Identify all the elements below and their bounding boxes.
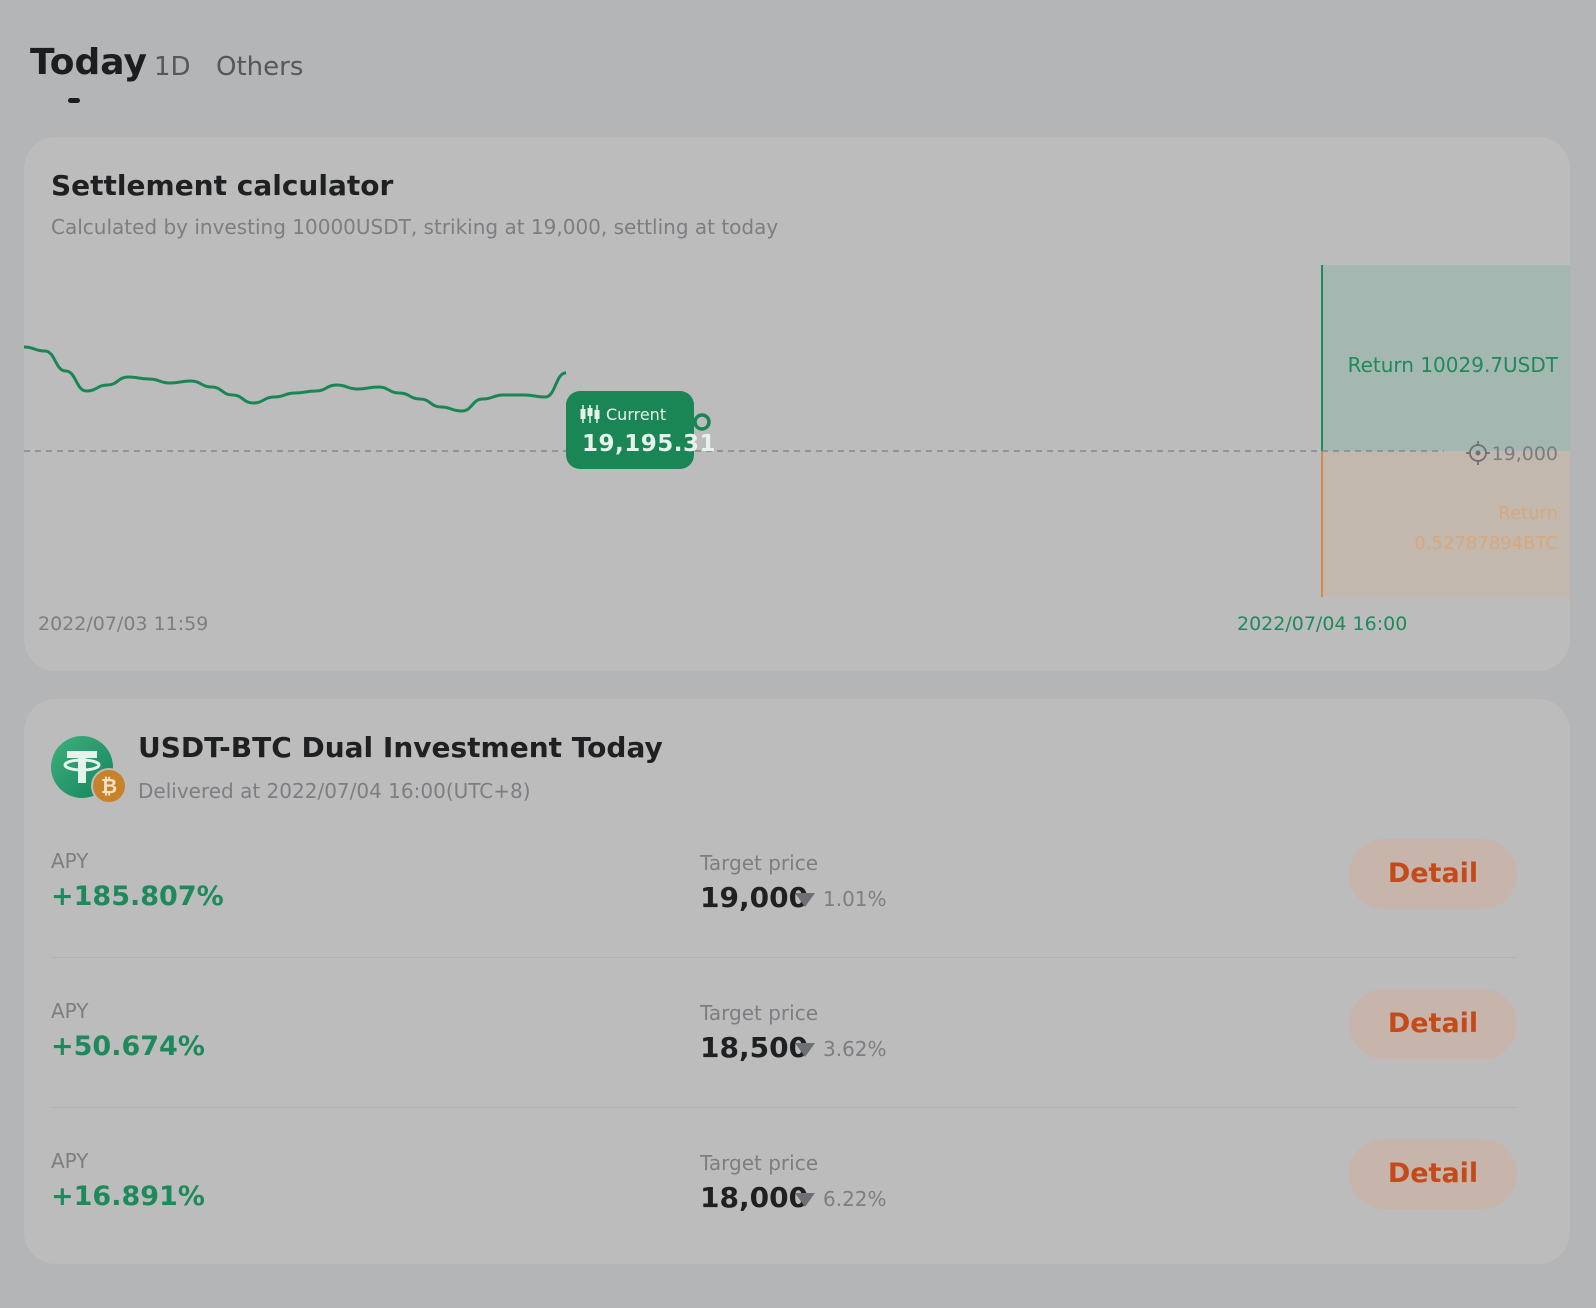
active-tab-indicator (68, 98, 80, 103)
detail-button[interactable]: Detail (1349, 839, 1517, 909)
current-point (693, 413, 711, 431)
target-price-value: 18,000 (700, 1181, 809, 1214)
usdt-btc-logo: ₿ (51, 736, 127, 804)
detail-button[interactable]: Detail (1349, 989, 1517, 1059)
calculator-title: Settlement calculator (51, 169, 394, 202)
product-delivery-date: Delivered at 2022/07/04 16:00(UTC+8) (138, 779, 531, 803)
down-triangle-icon (795, 893, 815, 907)
period-tabs: Today 1D Others (30, 40, 630, 110)
target-price-change: 6.22% (823, 1187, 887, 1211)
product-row: APY +50.674% Target price 18,500 3.62% D… (51, 989, 1517, 1149)
apy-value: +16.891% (51, 1181, 205, 1212)
row-divider (51, 957, 1517, 958)
target-price-label: Target price (700, 851, 819, 875)
settlement-date: 2022/07/04 16:00 (1237, 613, 1408, 635)
apy-value: +185.807% (51, 881, 224, 912)
tab-today[interactable]: Today (30, 42, 147, 83)
current-label: Current (606, 405, 667, 424)
return-usdt-label: Return 10029.7USDT (1347, 353, 1558, 377)
target-price-change: 3.62% (823, 1037, 887, 1061)
tab-others[interactable]: Others (216, 52, 304, 82)
down-triangle-icon (795, 1193, 815, 1207)
start-date: 2022/07/03 11:59 (38, 613, 209, 635)
svg-text:₿: ₿ (101, 774, 117, 798)
tab-1d[interactable]: 1D (154, 52, 191, 82)
candlestick-icon (580, 405, 600, 423)
detail-button[interactable]: Detail (1349, 1139, 1517, 1209)
current-price-tag: Current 19,195.31 (566, 391, 716, 469)
settlement-chart (24, 265, 1570, 597)
row-divider (51, 1107, 1517, 1108)
target-price-value: 19,000 (700, 881, 809, 914)
calculator-subtitle: Calculated by investing 10000USDT, strik… (51, 215, 779, 239)
target-price-label: Target price (700, 1151, 819, 1175)
price-line (24, 345, 567, 413)
crosshair-icon (1466, 441, 1490, 465)
target-price-value: 18,500 (700, 1031, 809, 1064)
return-usdt-zone (1322, 265, 1570, 451)
product-title: USDT-BTC Dual Investment Today (138, 731, 663, 764)
product-row: APY +16.891% Target price 18,000 6.22% D… (51, 1139, 1517, 1264)
dual-investment-card: ₿ USDT-BTC Dual Investment Today Deliver… (24, 699, 1570, 1264)
strike-price-label: 19,000 (1491, 443, 1558, 465)
target-price-change: 1.01% (823, 887, 887, 911)
product-row: APY +185.807% Target price 19,000 1.01% … (51, 839, 1517, 999)
return-btc-label: Return 0.52787894BTC (1414, 499, 1558, 559)
apy-value: +50.674% (51, 1031, 205, 1062)
apy-label: APY (51, 1149, 89, 1173)
apy-label: APY (51, 999, 89, 1023)
apy-label: APY (51, 849, 89, 873)
settlement-calculator-card: Settlement calculator Calculated by inve… (24, 137, 1570, 671)
return-btc-value: 0.52787894BTC (1414, 533, 1558, 554)
current-price: 19,195.31 (582, 431, 716, 457)
return-btc-title: Return (1498, 503, 1558, 524)
target-price-label: Target price (700, 1001, 819, 1025)
return-btc-zone (1322, 451, 1570, 597)
bitcoin-icon: ₿ (91, 768, 127, 804)
down-triangle-icon (795, 1043, 815, 1057)
